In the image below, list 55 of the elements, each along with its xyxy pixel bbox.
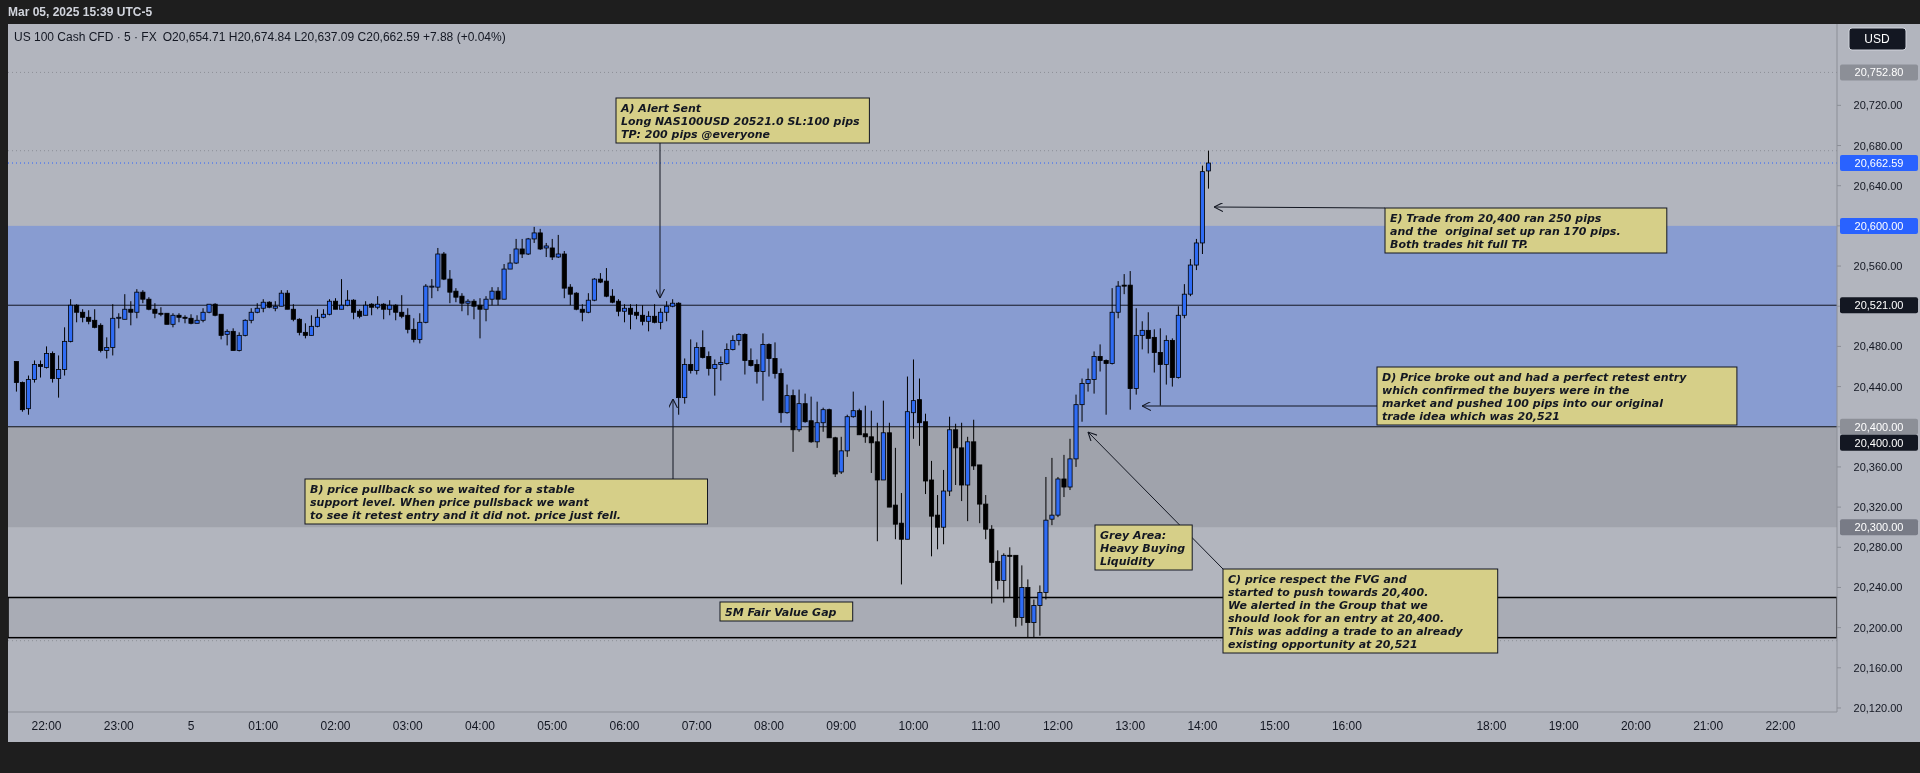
x-tick-label: 21:00 <box>1693 719 1724 733</box>
x-tick-label: 18:00 <box>1476 719 1507 733</box>
x-tick-label: 12:00 <box>1042 719 1074 733</box>
y-tick-label: 20,480.00 <box>1853 340 1903 353</box>
annotation: B) price pullback so we waited for a stable support level. When price pullsback we want to see it retest entry and it did not. price just fell. <box>310 483 621 522</box>
annotation: D) Price broke out and had a perfect retest entry which confirmed the buyers were in the market and pushed 100 pips into our original trade idea which was 20,521 <box>1382 371 1688 423</box>
x-tick-label: 23:00 <box>103 719 135 733</box>
band-label: 20,300.00 <box>1854 521 1904 534</box>
y-tick-label: 20,240.00 <box>1853 581 1903 594</box>
y-axis-title: USD <box>1864 32 1890 46</box>
x-tick-label: 22:00 <box>31 719 62 733</box>
x-tick-label: 5 <box>187 719 195 733</box>
x-tick-label: 13:00 <box>1115 719 1146 733</box>
x-tick-label: 03:00 <box>392 719 424 733</box>
y-tick-label: 20,200.00 <box>1853 621 1903 634</box>
annotation: C) price respect the FVG and started to push towards 20,400. We alerted in the Group that we should look for an entry at 20,400. This was adding a trade to an already existing opportunity at 20,521 <box>1228 573 1464 651</box>
y-tick-label: 20,120.00 <box>1853 701 1903 714</box>
y-tick-label: 20,320.00 <box>1853 501 1903 514</box>
x-tick-label: 07:00 <box>681 719 713 733</box>
annotation: 5M Fair Value Gap <box>725 606 837 619</box>
y-tick-label: 20,160.00 <box>1853 661 1903 674</box>
x-tick-label: 20:00 <box>1620 719 1652 733</box>
y-tick-label: 20,440.00 <box>1853 380 1903 393</box>
text: O20,654.71 H20,674.84 L20,637.09 C20,662.59 +7.88 (+0.04%) <box>162 30 506 44</box>
y-tick-label: 20,680.00 <box>1853 139 1903 152</box>
x-tick-label: 22:00 <box>1765 719 1796 733</box>
x-tick-label: 16:00 <box>1331 719 1363 733</box>
y-tick-label: 20,560.00 <box>1853 260 1903 273</box>
ref-line-label: 20,400.00 <box>1854 420 1904 433</box>
x-tick-label: 05:00 <box>537 719 568 733</box>
ref-line-label: 20,400.00 <box>1854 436 1904 449</box>
ref-line-label: 20,521.00 <box>1854 299 1904 312</box>
annotation: Grey Area: Heavy Buying Liquidity <box>1100 529 1186 568</box>
y-tick-label: 20,360.00 <box>1853 460 1903 473</box>
annotation: A) Alert Sent Long NAS100USD 20521.0 SL:100 pips TP: 200 pips @everyone <box>620 102 861 141</box>
annotation: E) Trade from 20,400 ran 250 pips and the original set up ran 170 pips. Both trades hit full TP. <box>1390 212 1621 251</box>
x-tick-label: 06:00 <box>609 719 640 733</box>
text: US 100 Cash CFD · 5 · FX <box>14 30 157 44</box>
y-tick-label: 20,280.00 <box>1853 541 1903 554</box>
x-tick-label: 10:00 <box>898 719 929 733</box>
text: Mar 05, 2025 15:39 UTC-5 <box>8 5 153 19</box>
band-label: 20,600.00 <box>1854 219 1904 232</box>
x-tick-label: 02:00 <box>320 719 351 733</box>
ref-line-label: 20,662.59 <box>1854 157 1904 170</box>
x-tick-label: 08:00 <box>753 719 785 733</box>
y-tick-label: 20,720.00 <box>1853 99 1903 112</box>
y-tick-label: 20,640.00 <box>1853 179 1903 192</box>
x-tick-label: 01:00 <box>248 719 279 733</box>
x-tick-label: 11:00 <box>971 719 1001 733</box>
x-tick-label: 19:00 <box>1548 719 1580 733</box>
ref-line-label: 20,752.80 <box>1854 66 1904 79</box>
x-tick-label: 09:00 <box>826 719 857 733</box>
x-tick-label: 14:00 <box>1187 719 1218 733</box>
x-tick-label: 04:00 <box>464 719 496 733</box>
x-tick-label: 15:00 <box>1259 719 1291 733</box>
